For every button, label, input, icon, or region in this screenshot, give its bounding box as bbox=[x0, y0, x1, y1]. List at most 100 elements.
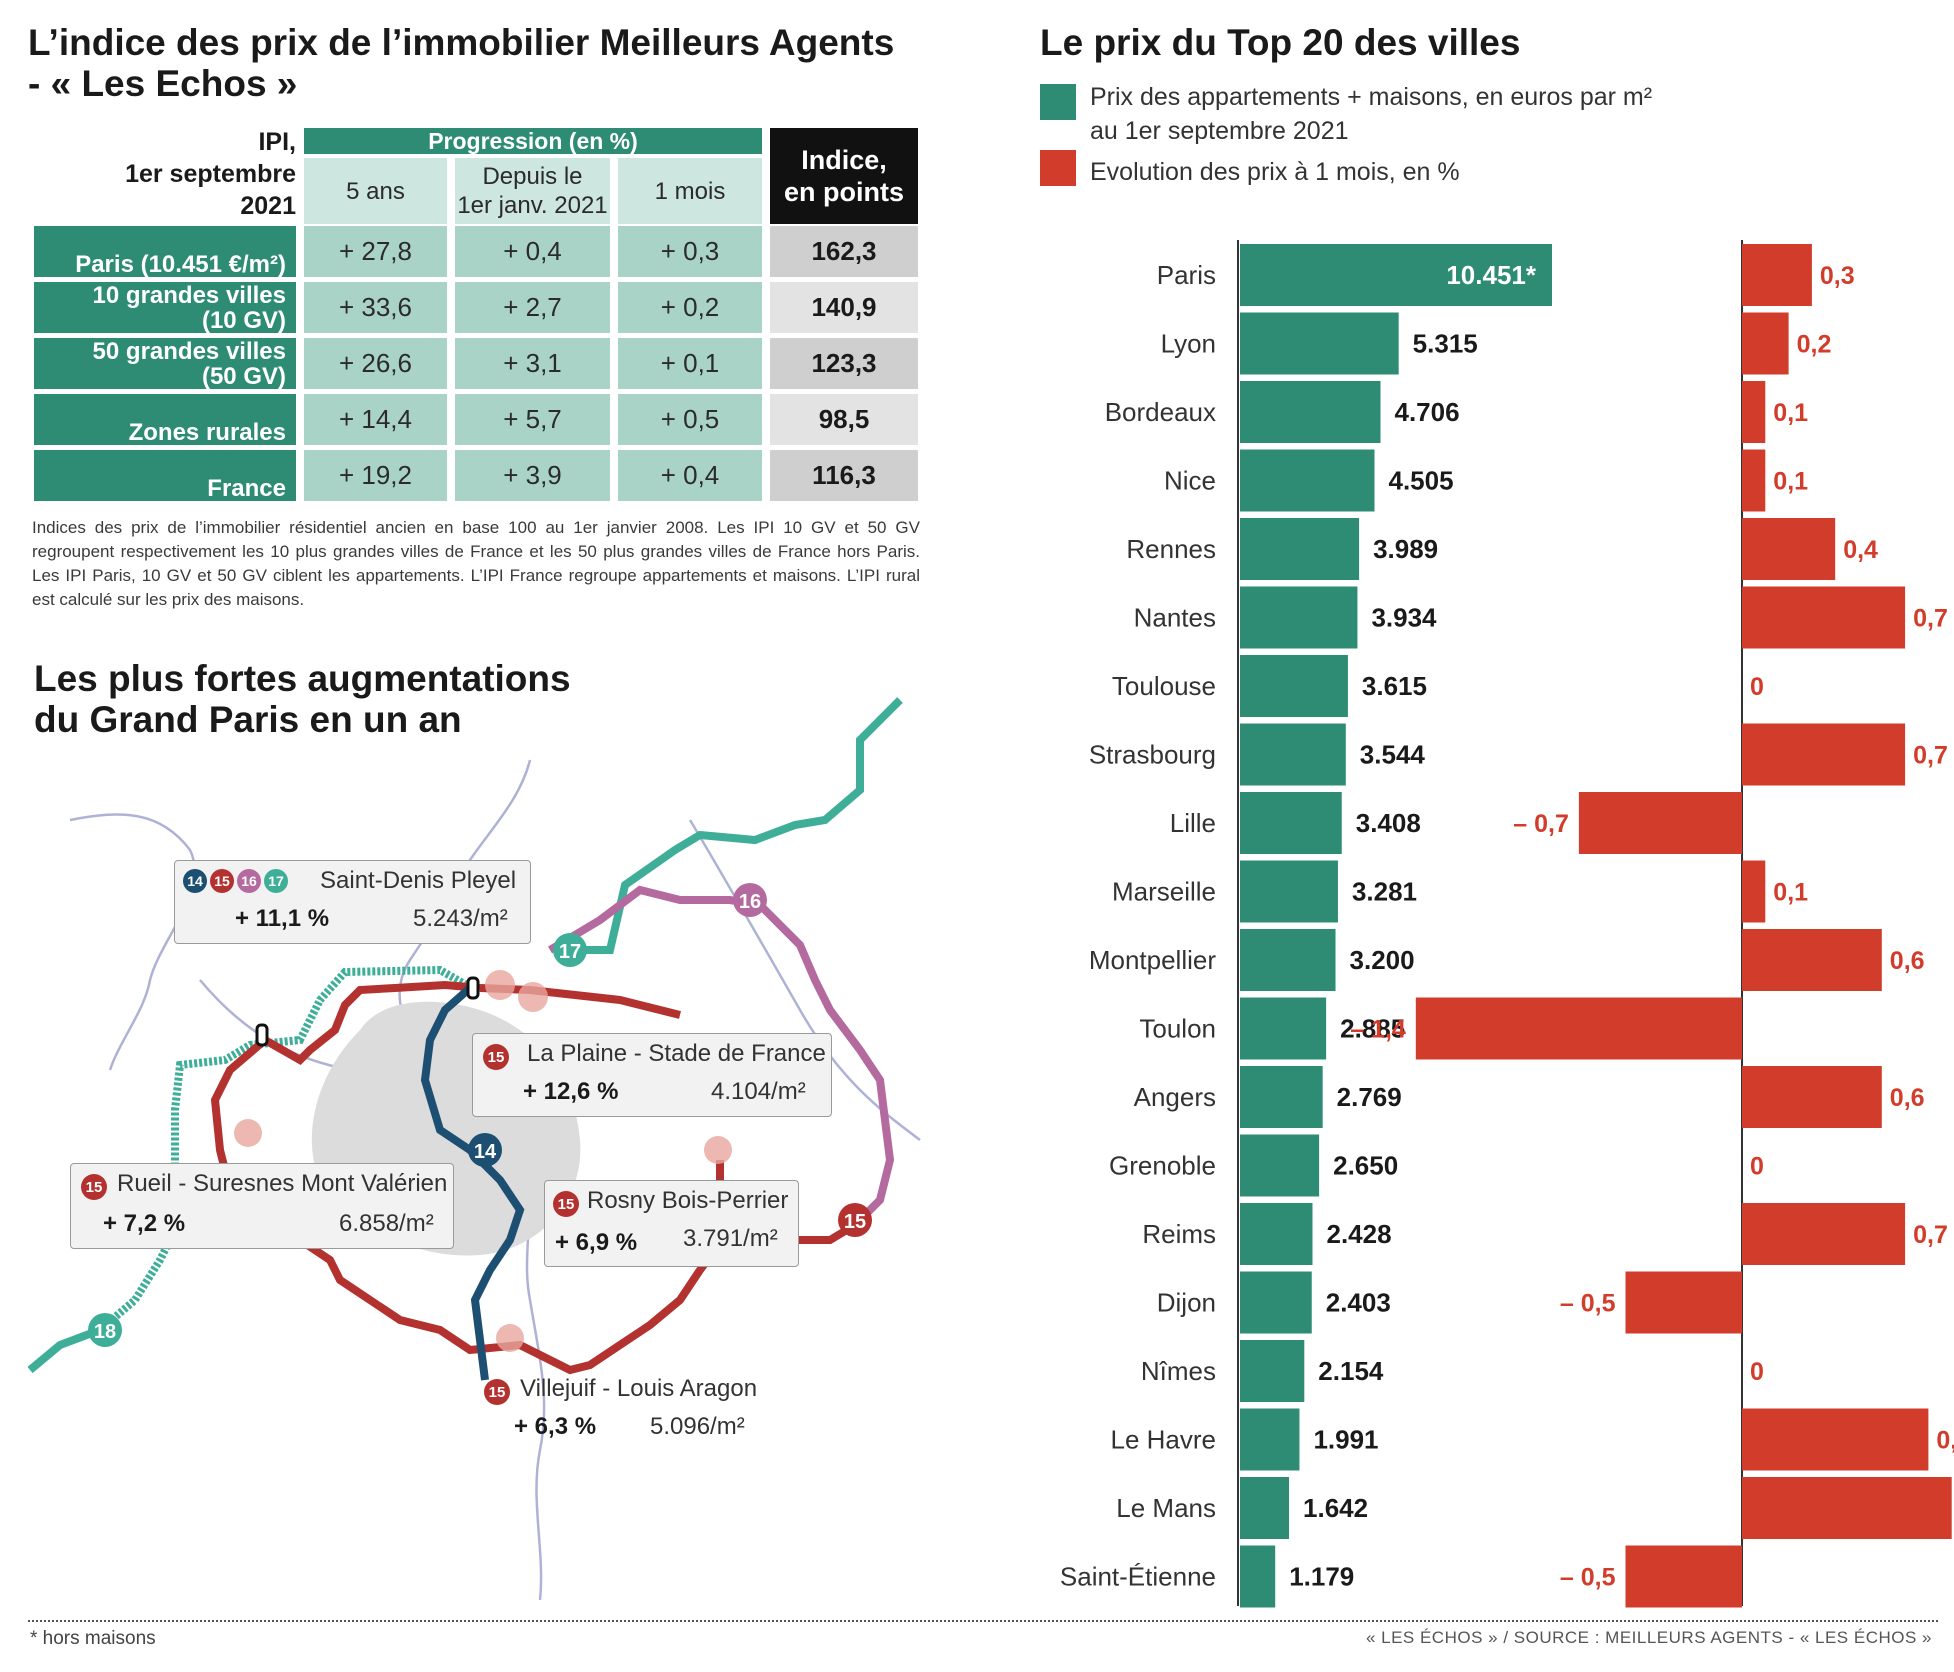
price-bar bbox=[1240, 997, 1327, 1060]
badge-17-icon: 17 bbox=[264, 869, 288, 893]
ipi-header-line: 2021 bbox=[240, 192, 296, 220]
col-header-since-jan: Depuis le 1er janv. 2021 bbox=[455, 158, 610, 224]
row-label-line: France bbox=[207, 475, 286, 502]
table-row-label: Zones rurales bbox=[34, 394, 296, 445]
evolution-bar bbox=[1742, 244, 1812, 306]
badge-15-icon: 15 bbox=[484, 1379, 510, 1405]
evolution-value-label: 0,1 bbox=[1773, 879, 1808, 907]
station-name: Rueil - Suresnes Mont Valérien bbox=[117, 1170, 448, 1197]
price-value-label: 2.154 bbox=[1318, 1356, 1384, 1386]
evolution-bar bbox=[1742, 1203, 1906, 1265]
price-value-label: 1.991 bbox=[1313, 1425, 1378, 1455]
price-bar bbox=[1240, 449, 1375, 512]
evolution-value-label: 0,4 bbox=[1843, 536, 1878, 564]
price-value-label: 2.428 bbox=[1326, 1219, 1391, 1249]
price-value-label: 2.403 bbox=[1326, 1288, 1391, 1318]
station-price: 6.858/m² bbox=[339, 1210, 434, 1237]
badge-text: 17 bbox=[559, 941, 581, 963]
evolution-value-label: – 0,5 bbox=[1560, 1564, 1616, 1592]
category-label: Montpellier bbox=[1089, 945, 1217, 975]
price-value-label: 2.769 bbox=[1337, 1082, 1402, 1112]
price-bar bbox=[1240, 1134, 1320, 1197]
row-label-line: 10 grandes villes bbox=[92, 282, 286, 309]
ipi-header-line: IPI, bbox=[258, 128, 296, 156]
legend-label-evolution: Evolution des prix à 1 mois, en % bbox=[1090, 158, 1460, 186]
legend-swatch-price bbox=[1040, 84, 1076, 120]
index-header-line: en points bbox=[784, 177, 904, 207]
price-value-label: 3.615 bbox=[1362, 671, 1427, 701]
station-name: Rosny Bois-Perrier bbox=[587, 1187, 789, 1214]
category-label: Lille bbox=[1170, 808, 1216, 838]
badge-15-icon: 15 bbox=[210, 869, 234, 893]
category-label: Toulouse bbox=[1112, 671, 1216, 701]
col-header-1mois: 1 mois bbox=[618, 158, 762, 224]
evolution-bar bbox=[1625, 1271, 1742, 1334]
price-bar bbox=[1240, 860, 1338, 923]
price-value-label: 5.315 bbox=[1413, 329, 1478, 359]
badge-text: 15 bbox=[844, 1211, 866, 1233]
price-bar bbox=[1240, 929, 1336, 991]
cell-5ans: + 33,6 bbox=[304, 282, 447, 333]
price-value-label: 4.706 bbox=[1394, 397, 1459, 427]
evolution-value-label: 0 bbox=[1750, 1153, 1764, 1181]
cell-since-jan: + 0,4 bbox=[455, 226, 610, 277]
legend-line: au 1er septembre 2021 bbox=[1090, 117, 1349, 145]
cell-index: 140,9 bbox=[770, 282, 918, 333]
price-value-label: 2.885 bbox=[1340, 1014, 1405, 1044]
table-row-label: France bbox=[34, 450, 296, 501]
line-16-path bbox=[547, 885, 895, 1223]
callout-saint-denis: 14 15 16 17 Saint-Denis Pleyel + 11,1 % … bbox=[174, 860, 531, 944]
cell-index: 116,3 bbox=[770, 450, 918, 501]
badge-text: 16 bbox=[739, 891, 761, 913]
price-bar bbox=[1240, 1477, 1290, 1539]
evolution-value-label: 0,8 bbox=[1936, 1427, 1954, 1455]
price-value-label: 4.505 bbox=[1388, 466, 1453, 496]
price-bar bbox=[1240, 655, 1348, 717]
price-value-label: 1.642 bbox=[1303, 1493, 1368, 1523]
evolution-bar bbox=[1742, 1477, 1952, 1539]
price-value-label: 3.544 bbox=[1360, 740, 1426, 770]
evolution-value-label: 0 bbox=[1750, 1358, 1764, 1386]
evolution-value-label: 0,6 bbox=[1890, 947, 1925, 975]
table-row-label: Paris (10.451 €/m²) bbox=[34, 226, 296, 277]
evolution-value-label: 0,2 bbox=[1797, 331, 1832, 359]
station-marker bbox=[255, 1023, 269, 1047]
price-value-label: 3.281 bbox=[1352, 877, 1417, 907]
index-header-line: Indice, bbox=[801, 145, 887, 175]
price-bar bbox=[1240, 518, 1360, 580]
station-price: 5.243/m² bbox=[413, 905, 508, 932]
callout-rosny: 15 Rosny Bois-Perrier + 6,9 % 3.791/m² bbox=[544, 1180, 799, 1267]
line-18-path bbox=[97, 965, 477, 1334]
evolution-bar bbox=[1578, 792, 1742, 854]
price-bar bbox=[1240, 792, 1342, 854]
badge-15-icon: 15 bbox=[483, 1044, 509, 1070]
callout-rueil: 15 Rueil - Suresnes Mont Valérien + 7,2 … bbox=[70, 1163, 454, 1249]
map-title-line1: Les plus fortes augmentations bbox=[34, 658, 571, 699]
station-halo bbox=[496, 1324, 524, 1352]
evolution-bar bbox=[1625, 1545, 1742, 1608]
price-bar bbox=[1240, 244, 1552, 306]
line-badge-15: 15 bbox=[838, 1203, 872, 1237]
row-label-line: (50 GV) bbox=[201, 363, 286, 390]
evolution-bar bbox=[1742, 449, 1766, 512]
cell-index: 123,3 bbox=[770, 338, 918, 389]
evolution-bar bbox=[1742, 381, 1766, 443]
category-label: Rennes bbox=[1126, 534, 1216, 564]
cell-1mois: + 0,3 bbox=[618, 226, 762, 277]
category-label: Le Mans bbox=[1116, 1493, 1216, 1523]
map-title-line2: du Grand Paris en un an bbox=[34, 699, 462, 740]
price-value-label: 3.989 bbox=[1373, 534, 1438, 564]
price-value-label: 2.650 bbox=[1333, 1151, 1398, 1181]
legend-line: Prix des appartements + maisons, en euro… bbox=[1090, 83, 1653, 111]
category-label: Nîmes bbox=[1141, 1356, 1216, 1386]
station-change: + 12,6 % bbox=[523, 1078, 619, 1105]
cell-1mois: + 0,2 bbox=[618, 282, 762, 333]
cell-since-jan: + 3,9 bbox=[455, 450, 610, 501]
category-label: Reims bbox=[1142, 1219, 1216, 1249]
evolution-value-label: – 1,4 bbox=[1350, 1016, 1406, 1044]
badge-text: 18 bbox=[94, 1321, 116, 1343]
table-title-line1: L’indice des prix de l’immobilier Meille… bbox=[28, 22, 895, 63]
cell-index: 98,5 bbox=[770, 394, 918, 445]
price-bar bbox=[1240, 586, 1358, 649]
station-halo bbox=[234, 1119, 262, 1147]
